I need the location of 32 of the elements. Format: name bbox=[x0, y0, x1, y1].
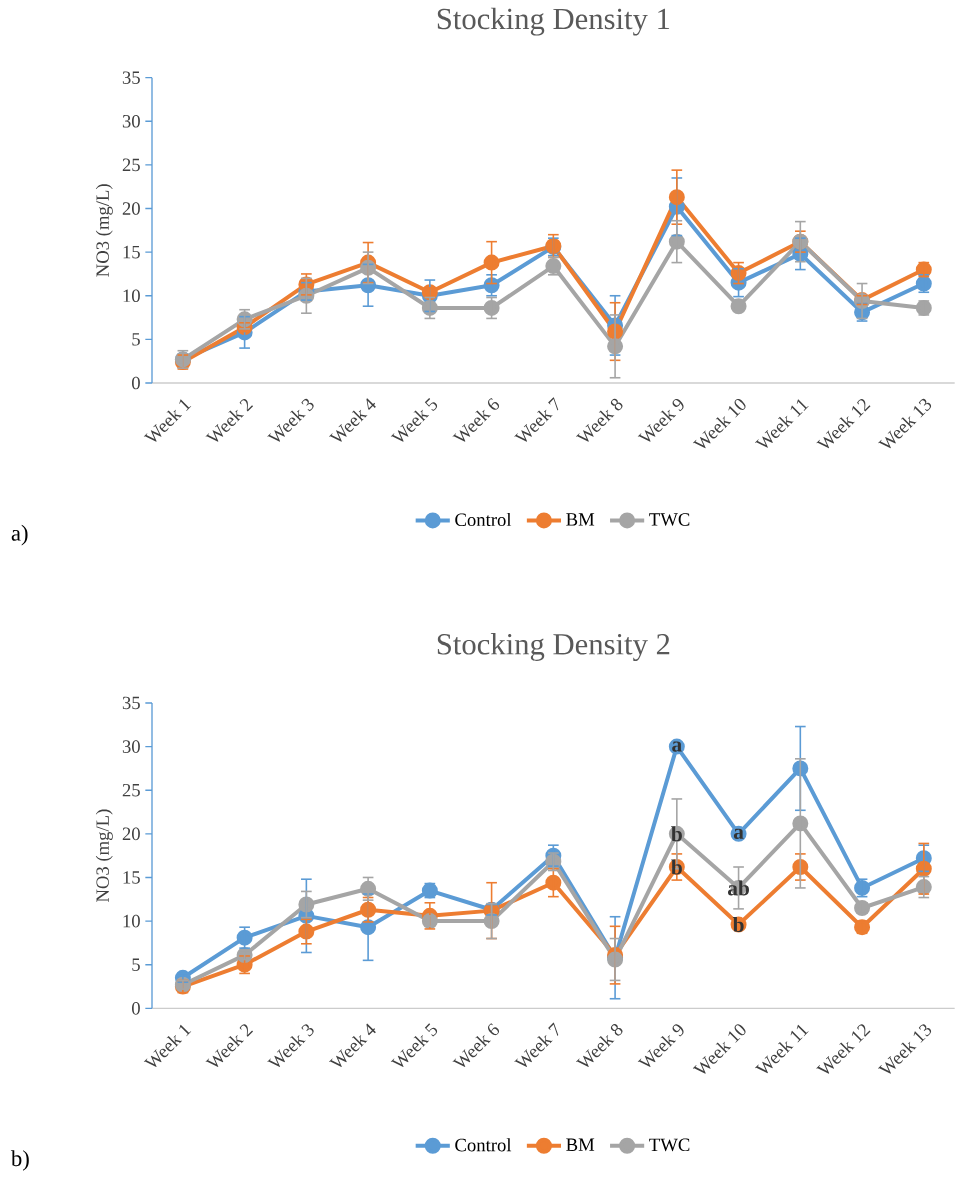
y-tick-label: 5 bbox=[132, 958, 140, 971]
legend-label: BM bbox=[566, 1138, 595, 1151]
y-tick-label: 25 bbox=[122, 783, 140, 797]
annotation: b bbox=[671, 826, 682, 842]
y-tick-label: 15 bbox=[123, 871, 140, 884]
chart-title: Stocking Density 1 bbox=[437, 7, 670, 36]
y-tick-label: 10 bbox=[123, 289, 140, 303]
y-tick-label: 30 bbox=[122, 114, 140, 128]
y-tick-label: 10 bbox=[123, 914, 140, 928]
text: a) bbox=[11, 524, 28, 546]
annotation: a bbox=[733, 828, 744, 839]
y-tick-label: 20 bbox=[122, 827, 140, 841]
y-tick-label: 30 bbox=[122, 740, 140, 753]
annotation: b bbox=[732, 917, 744, 933]
y-axis-title: NO3 (mg/L) bbox=[95, 184, 113, 277]
legend-label: BM bbox=[566, 513, 595, 526]
y-tick-label: 25 bbox=[122, 158, 140, 172]
y-axis-title: NO3 (mg/L) bbox=[95, 809, 113, 903]
y-tick-label: 35 bbox=[122, 71, 140, 84]
legend-label: Control bbox=[455, 512, 512, 527]
y-tick-label: 15 bbox=[123, 245, 140, 259]
y-tick-label: 0 bbox=[132, 1002, 140, 1015]
legend-label: TWC bbox=[649, 513, 690, 526]
y-tick-label: 0 bbox=[132, 376, 140, 390]
chart-title: Stocking Density 2 bbox=[437, 633, 670, 661]
y-tick-label: 35 bbox=[122, 696, 140, 710]
y-tick-label: 5 bbox=[132, 333, 140, 346]
legend-label: TWC bbox=[649, 1138, 690, 1152]
legend-label: Control bbox=[455, 1138, 512, 1152]
text: b) bbox=[10, 1150, 29, 1171]
annotation: a bbox=[672, 741, 682, 752]
y-tick-label: 20 bbox=[122, 202, 140, 215]
